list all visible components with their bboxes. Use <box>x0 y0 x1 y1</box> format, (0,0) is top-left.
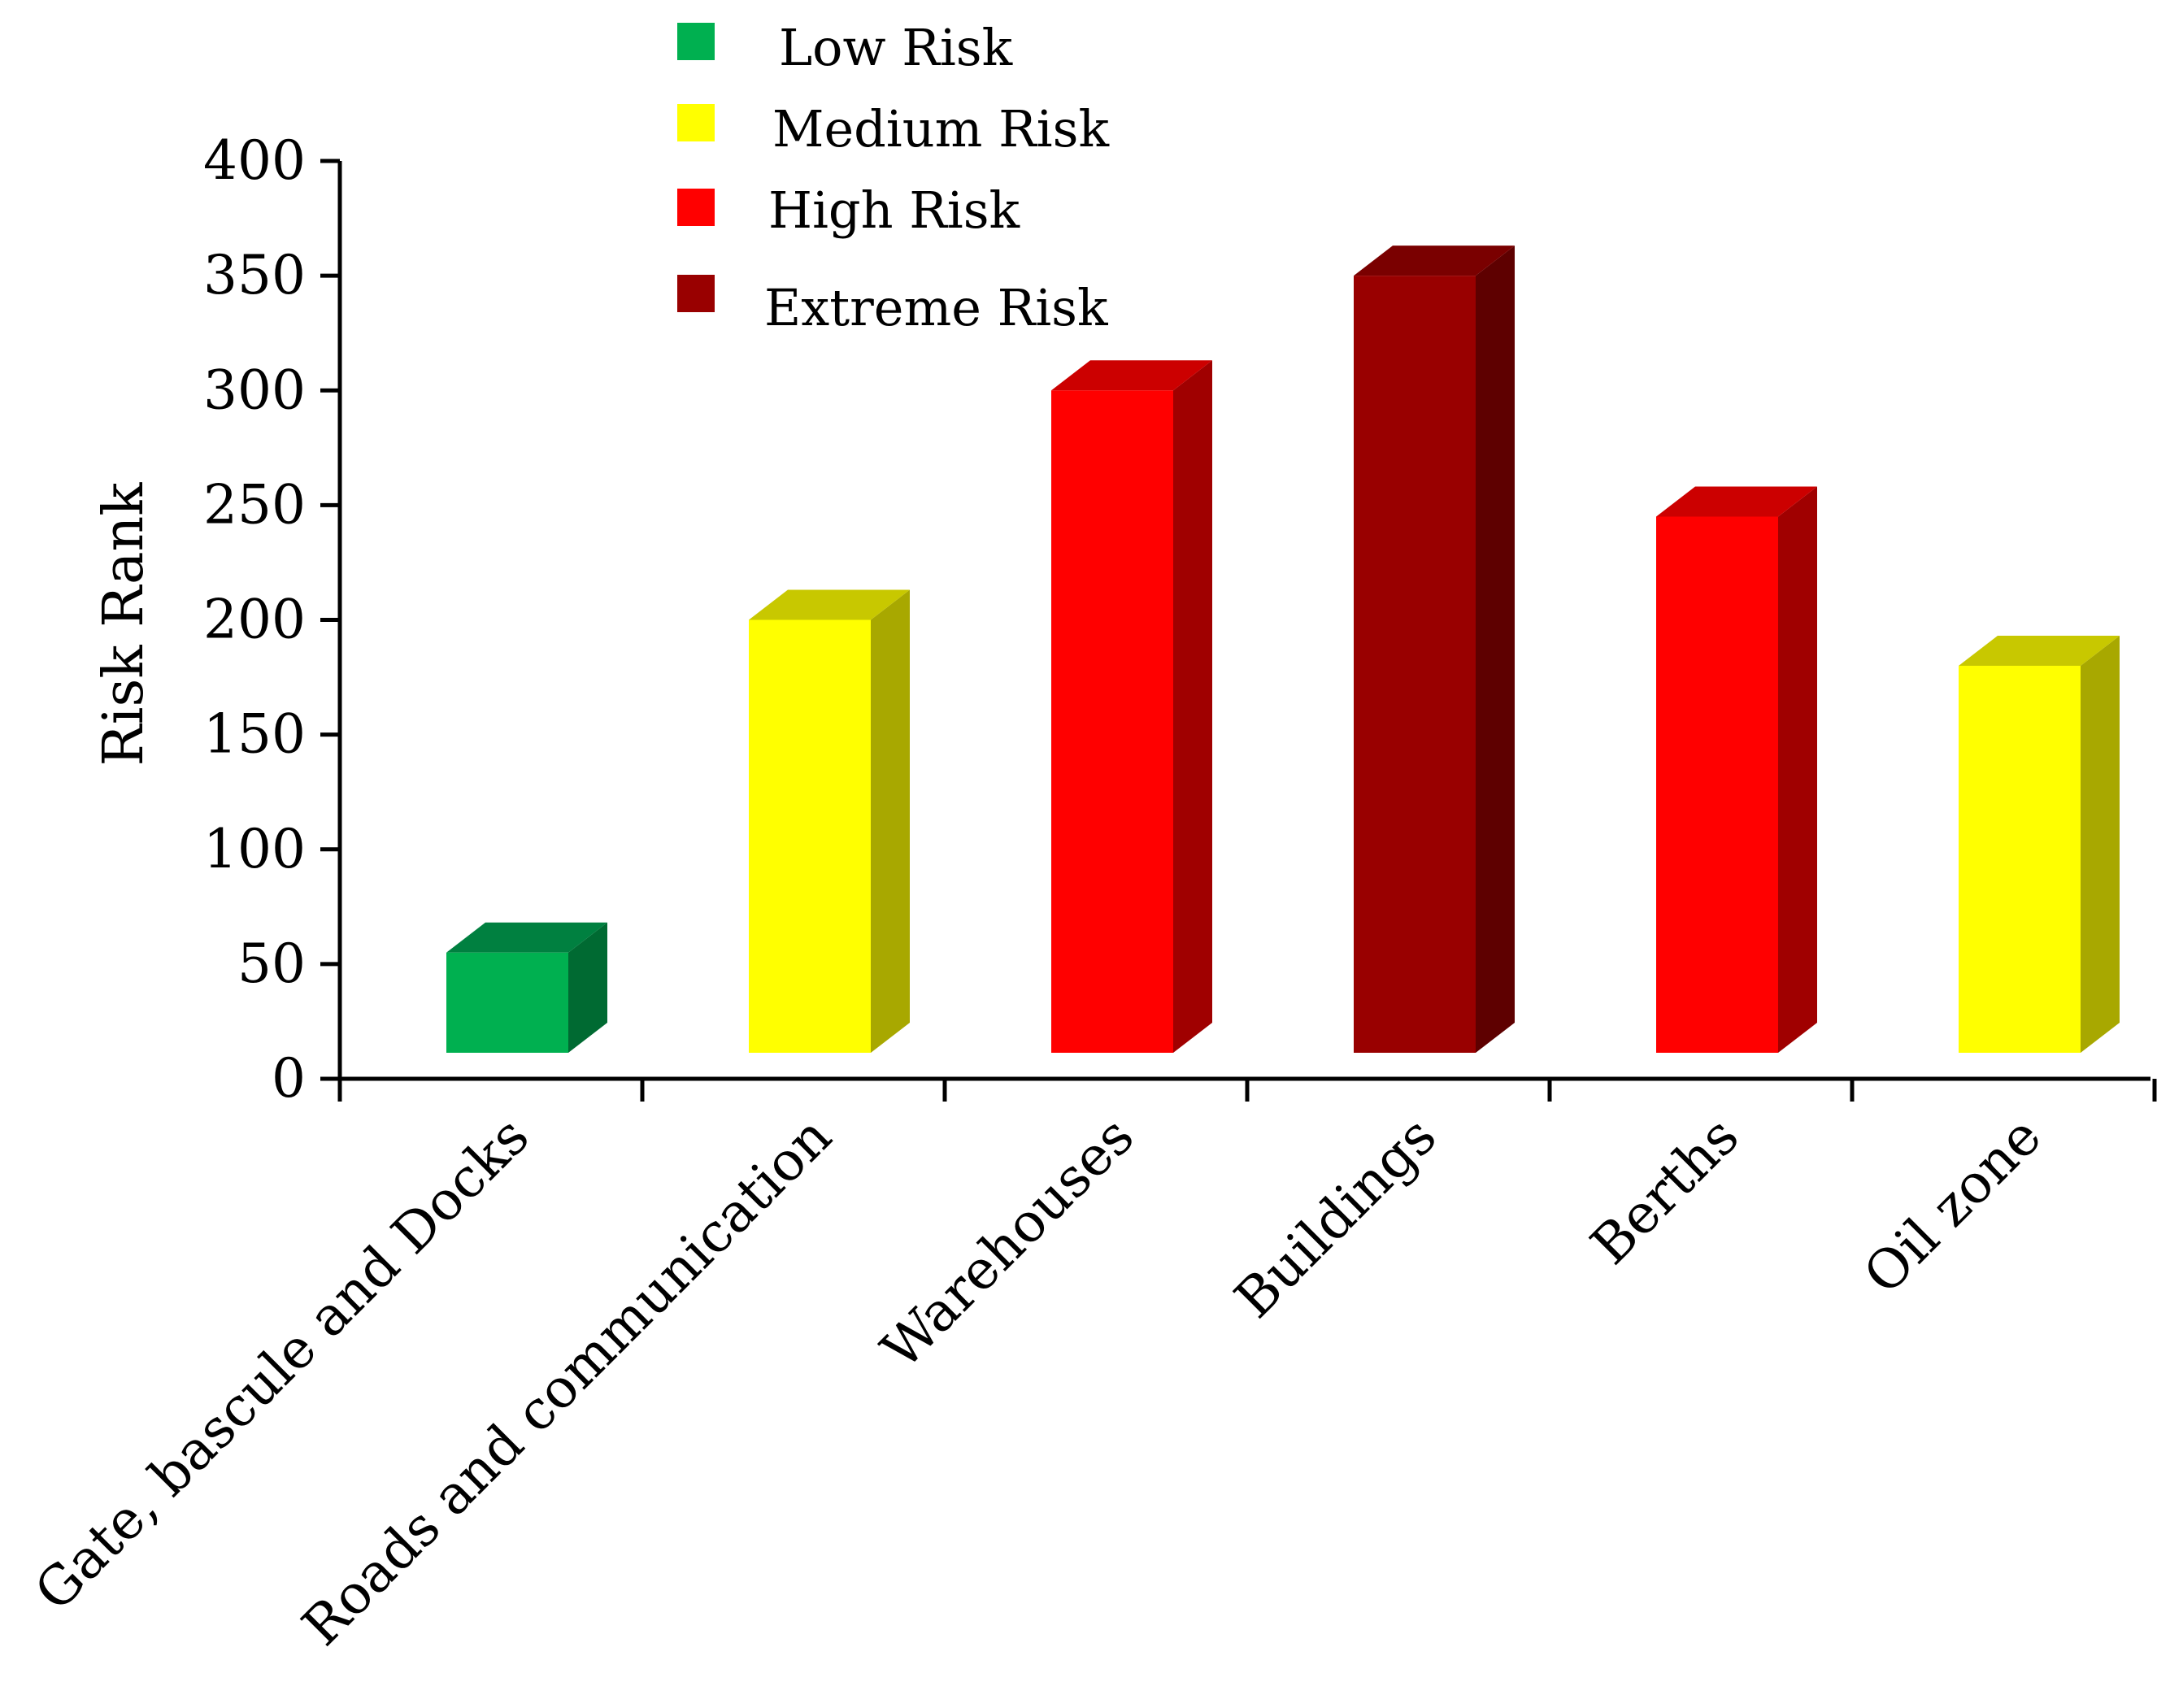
bar-top-face <box>1354 246 1515 276</box>
bar-4 <box>1354 246 1515 1053</box>
y-tick-label: 200 <box>203 589 306 651</box>
x-category-label: Buildings <box>1223 1105 1448 1330</box>
legend-label: High Risk <box>768 180 1020 240</box>
bar-side-face <box>871 589 910 1053</box>
bar-front-face <box>1959 665 2081 1053</box>
y-tick-label: 150 <box>203 703 306 766</box>
bar-top-face <box>749 589 910 620</box>
y-tick-label: 350 <box>203 244 306 306</box>
bar-top-face <box>446 922 607 953</box>
y-tick-label: 300 <box>203 359 306 421</box>
bar-3 <box>1051 360 1212 1053</box>
legend-swatch <box>677 104 715 141</box>
legend-item-high-risk: High Risk <box>677 180 1020 240</box>
legend-swatch <box>677 189 715 226</box>
legend-swatch <box>677 23 715 60</box>
bar-front-face <box>749 619 871 1053</box>
x-category-label: Berths <box>1579 1105 1750 1276</box>
bar-side-face <box>568 922 607 1053</box>
bar-side-face <box>2081 635 2120 1053</box>
bar-top-face <box>1656 486 1817 517</box>
bar-side-face <box>1778 486 1817 1053</box>
y-tick-label: 0 <box>272 1047 306 1110</box>
axes-layer <box>320 159 2157 1102</box>
legend: Low Risk Medium Risk High Risk Extreme Risk <box>677 18 1109 337</box>
bar-top-face <box>1051 360 1212 391</box>
y-tick-label: 250 <box>203 473 306 536</box>
bar-front-face <box>446 952 568 1053</box>
bar-front-face <box>1656 516 1778 1053</box>
x-category-label: Oil zone <box>1852 1105 2054 1306</box>
bars-layer <box>446 246 2120 1053</box>
legend-label: Medium Risk <box>772 99 1109 159</box>
bar-front-face <box>1354 276 1476 1053</box>
bar-2 <box>749 589 910 1053</box>
bar-1 <box>446 922 607 1053</box>
bar-side-face <box>1173 360 1212 1053</box>
legend-swatch <box>677 275 715 312</box>
x-category-label: Roads and communication <box>290 1105 843 1658</box>
legend-label: Low Risk <box>779 18 1013 77</box>
legend-item-extreme-risk: Extreme Risk <box>677 275 1108 337</box>
bar-5 <box>1656 486 1817 1053</box>
bar-top-face <box>1959 635 2120 666</box>
y-tick-label: 100 <box>203 818 306 880</box>
legend-item-medium-risk: Medium Risk <box>677 99 1109 159</box>
y-axis-title: Risk Rank <box>92 482 156 767</box>
bar-6 <box>1959 635 2120 1053</box>
bar-side-face <box>1476 246 1515 1053</box>
legend-label: Extreme Risk <box>764 278 1108 337</box>
x-category-label: Gate, bascule and Docks <box>23 1105 541 1623</box>
y-tick-label: 400 <box>203 129 306 192</box>
legend-item-low-risk: Low Risk <box>677 18 1013 77</box>
y-tick-label: 50 <box>237 932 306 995</box>
x-category-label: Warehouses <box>869 1105 1146 1381</box>
bar-front-face <box>1051 390 1173 1053</box>
